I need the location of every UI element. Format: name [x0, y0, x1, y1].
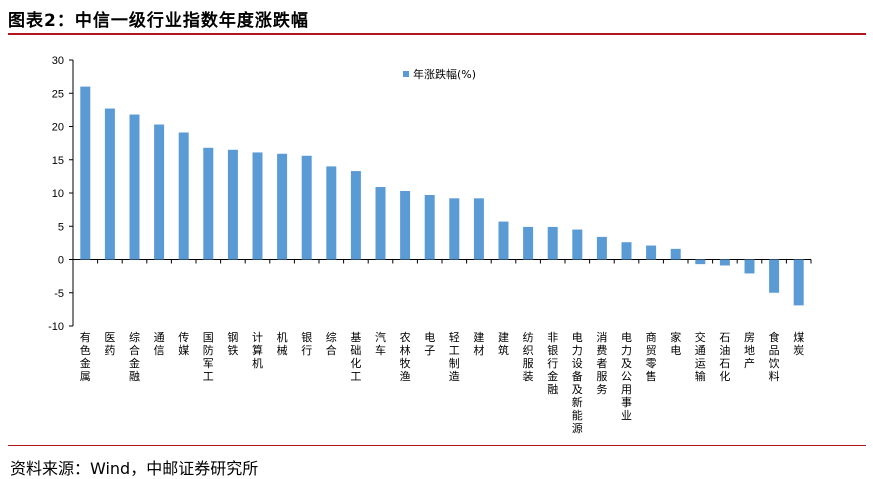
- x-tick-label: 钢铁: [227, 331, 238, 357]
- x-tick-label: 煤炭: [793, 331, 804, 357]
- bar: [621, 242, 632, 260]
- x-tick-label: 银行: [301, 330, 312, 357]
- bar: [104, 108, 115, 260]
- bar: [449, 198, 460, 260]
- x-tick-label: 国防军工: [203, 331, 214, 383]
- x-tick-label: 纺织服装: [523, 330, 534, 383]
- y-tick-label: 30: [52, 55, 64, 67]
- x-tick-label: 汽车: [375, 330, 386, 357]
- x-tick-label: 石油石化: [719, 331, 730, 383]
- chart-title: 图表2：中信一级行业指数年度涨跌幅: [8, 11, 309, 31]
- x-tick-label: 建材: [473, 330, 484, 357]
- bar: [178, 132, 189, 260]
- y-tick-label: 10: [52, 188, 64, 200]
- bar: [744, 259, 755, 274]
- y-tick-label: 20: [52, 122, 64, 134]
- bar: [769, 259, 780, 293]
- bar: [400, 191, 411, 260]
- x-tick-label: 商贸零售: [646, 330, 657, 383]
- bar: [646, 245, 657, 260]
- bar: [596, 236, 607, 260]
- x-tick-label: 综合金融: [129, 330, 140, 383]
- y-tick-label: 5: [58, 221, 64, 233]
- bar: [424, 194, 435, 260]
- x-tick-label: 通信: [154, 331, 165, 357]
- x-tick-label: 交通运输: [695, 330, 706, 383]
- x-tick-label: 计算机: [252, 331, 263, 370]
- legend-swatch: [403, 71, 409, 77]
- bar: [498, 221, 509, 260]
- x-tick-label: 消费者服务: [596, 330, 607, 396]
- y-tick-label: -5: [54, 288, 64, 300]
- y-axis-ticks: 30 25 20 15 10 5 0 -5 -10: [48, 55, 73, 333]
- x-tick-label: 轻工制造: [449, 330, 460, 383]
- bar: [277, 153, 288, 260]
- bar: [80, 86, 91, 260]
- x-tick-label: 医药: [104, 331, 115, 357]
- x-tick-label: 基础化工: [350, 331, 361, 383]
- bar: [793, 259, 804, 306]
- bar: [523, 226, 534, 260]
- title-divider: [8, 33, 866, 35]
- bar: [203, 147, 214, 260]
- x-tick-label: 食品饮料: [769, 330, 780, 383]
- bar: [695, 259, 706, 265]
- y-tick-label: -10: [48, 321, 64, 333]
- bar: [326, 166, 337, 260]
- x-tick-label: 有色金属: [80, 330, 91, 383]
- legend-label: 年涨跌幅(%): [413, 67, 476, 81]
- x-tick-label: 非银行金融: [547, 331, 558, 396]
- bar: [375, 187, 386, 260]
- bar: [129, 114, 140, 260]
- y-tick-label: 15: [52, 155, 64, 167]
- x-tick-label: 电力设备及新能源: [572, 331, 583, 435]
- x-tick-label: 房地产: [744, 331, 755, 370]
- x-tick-label: 家电: [670, 330, 681, 357]
- bar: [252, 152, 263, 260]
- x-tick-label: 电子: [424, 331, 435, 357]
- bar: [473, 198, 484, 260]
- bar: [301, 155, 312, 260]
- footer-divider: [8, 445, 866, 446]
- x-tick-label: 农林牧渔: [400, 330, 411, 383]
- bar: [227, 149, 238, 260]
- chart-legend: 年涨跌幅(%): [403, 67, 476, 81]
- bar: [670, 248, 681, 260]
- x-tick-label: 综合: [326, 330, 337, 357]
- source-note: 资料来源：Wind，中邮证券研究所: [10, 459, 259, 478]
- y-tick-label: 25: [52, 88, 64, 100]
- x-tick-label: 传媒: [178, 331, 189, 357]
- bar: [719, 259, 730, 266]
- bar: [350, 171, 361, 260]
- y-tick-label: 0: [58, 255, 64, 267]
- bar: [154, 124, 165, 260]
- bar: [547, 226, 558, 260]
- x-tick-label: 建筑: [498, 330, 509, 357]
- bar-series: [80, 86, 804, 306]
- bar: [572, 229, 583, 260]
- x-tick-label: 机械: [277, 330, 288, 357]
- x-tick-label: 电力及公用事业: [621, 331, 632, 422]
